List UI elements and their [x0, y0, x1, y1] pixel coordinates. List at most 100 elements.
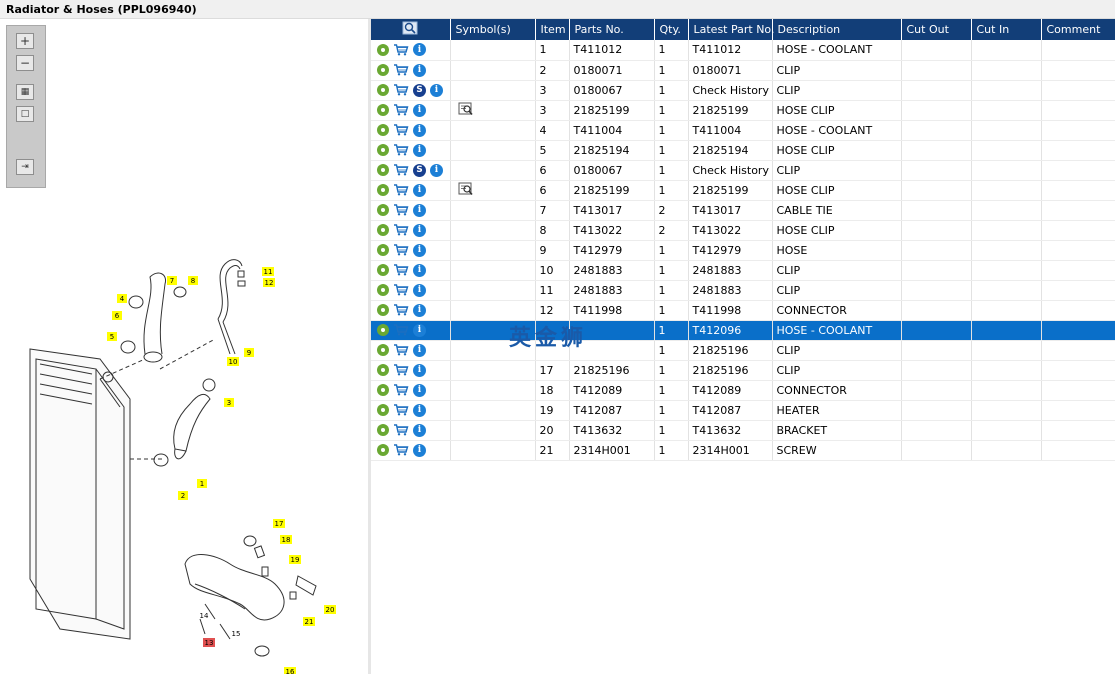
cart-icon[interactable] [393, 224, 409, 236]
cart-icon[interactable] [393, 204, 409, 216]
header-qty[interactable]: Qty. [654, 19, 689, 40]
info-icon[interactable]: i [413, 283, 426, 297]
cart-icon[interactable] [393, 444, 409, 456]
info-icon[interactable]: i [413, 343, 426, 357]
exploded-diagram[interactable]: 1 2 3 4 5 6 7 8 9 10 11 12 13 14 15 16 1… [0, 19, 368, 674]
gear-icon[interactable] [377, 364, 389, 376]
table-row[interactable]: i 5 21825194 1 21825194 HOSE CLIP [371, 140, 1115, 161]
supersession-icon[interactable]: S [413, 83, 426, 97]
info-icon[interactable]: i [413, 303, 426, 317]
gear-icon[interactable] [377, 324, 389, 336]
actual-size-icon[interactable]: □ [16, 106, 34, 122]
table-row[interactable]: i 9 T412979 1 T412979 HOSE [371, 240, 1115, 261]
info-icon[interactable]: i [413, 363, 426, 377]
magnify-document-icon[interactable] [458, 102, 474, 116]
gear-icon[interactable] [377, 104, 389, 116]
table-row[interactable]: i 10 2481883 1 2481883 CLIP [371, 260, 1115, 281]
pane-splitter[interactable] [368, 19, 371, 674]
table-row[interactable]: i 8 T413022 2 T413022 HOSE CLIP [371, 220, 1115, 241]
zoom-in-icon[interactable]: + [16, 33, 34, 49]
info-icon[interactable]: i [413, 123, 426, 137]
supersession-icon[interactable]: S [413, 163, 426, 177]
magnify-document-icon[interactable] [458, 182, 474, 196]
cart-icon[interactable] [393, 404, 409, 416]
header-search-icon[interactable] [371, 19, 451, 40]
header-cut-in[interactable]: Cut In [971, 19, 1042, 40]
gear-icon[interactable] [377, 43, 389, 56]
cart-icon[interactable] [393, 104, 409, 116]
cart-icon[interactable] [393, 244, 409, 256]
info-icon[interactable]: i [430, 83, 443, 97]
gear-icon[interactable] [377, 84, 389, 96]
gear-icon[interactable] [377, 344, 389, 356]
gear-icon[interactable] [377, 224, 389, 236]
table-row[interactable]: i 21 2314H001 1 2314H001 SCREW [371, 440, 1115, 461]
gear-icon[interactable] [377, 304, 389, 316]
info-icon[interactable]: i [413, 223, 426, 237]
info-icon[interactable]: i [413, 383, 426, 397]
table-row[interactable]: i 18 T412089 1 T412089 CONNECTOR [371, 380, 1115, 401]
table-row[interactable]: i 20 T413632 1 T413632 BRACKET [371, 420, 1115, 441]
fit-icon[interactable]: ▦ [16, 84, 34, 100]
gear-icon[interactable] [377, 184, 389, 196]
table-row[interactable]: i 1 T411012 1 T411012 HOSE - COOLANT [371, 40, 1115, 61]
cart-icon[interactable] [393, 144, 409, 156]
info-icon[interactable]: i [413, 423, 426, 437]
gear-icon[interactable] [377, 204, 389, 216]
table-row[interactable]: i 17 21825196 1 21825196 CLIP [371, 360, 1115, 381]
cart-icon[interactable] [393, 184, 409, 196]
table-row[interactable]: i 6 21825199 1 21825199 HOSE CLIP [371, 180, 1115, 201]
header-latest-part-no[interactable]: Latest Part No. [688, 19, 774, 40]
info-icon[interactable]: i [413, 43, 426, 57]
info-icon[interactable]: i [430, 163, 443, 177]
cart-icon[interactable] [393, 384, 409, 396]
gear-icon[interactable] [377, 124, 389, 136]
gear-icon[interactable] [377, 384, 389, 396]
header-comment[interactable]: Comment [1041, 19, 1115, 40]
header-item[interactable]: Item [535, 19, 570, 40]
gear-icon[interactable] [377, 284, 389, 296]
cart-icon[interactable] [393, 284, 409, 296]
gear-icon[interactable] [377, 144, 389, 156]
table-row[interactable]: i 12 T411998 1 T411998 CONNECTOR [371, 300, 1115, 321]
table-row[interactable]: i 1 21825196 CLIP [371, 340, 1115, 361]
cart-icon[interactable] [393, 84, 409, 96]
header-parts-no[interactable]: Parts No. [569, 19, 655, 40]
table-row[interactable]: i 19 T412087 1 T412087 HEATER [371, 400, 1115, 421]
gear-icon[interactable] [377, 424, 389, 436]
cart-icon[interactable] [393, 164, 409, 176]
table-row[interactable]: i 4 T411004 1 T411004 HOSE - COOLANT [371, 120, 1115, 141]
header-description[interactable]: Description [772, 19, 902, 40]
info-icon[interactable]: i [413, 63, 426, 77]
export-icon[interactable]: ⇥ [16, 159, 34, 175]
gear-icon[interactable] [377, 164, 389, 176]
info-icon[interactable]: i [413, 203, 426, 217]
table-row[interactable]: i 1 T412096 HOSE - COOLANT [371, 320, 1115, 341]
gear-icon[interactable] [377, 244, 389, 256]
table-row[interactable]: i 2 0180071 1 0180071 CLIP [371, 60, 1115, 81]
zoom-out-icon[interactable]: − [16, 55, 34, 71]
cart-icon[interactable] [393, 304, 409, 316]
cart-icon[interactable] [393, 344, 409, 356]
gear-icon[interactable] [377, 444, 389, 456]
cart-icon[interactable] [393, 44, 409, 56]
gear-icon[interactable] [377, 404, 389, 416]
info-icon[interactable]: i [413, 103, 426, 117]
cart-icon[interactable] [393, 364, 409, 376]
cart-icon[interactable] [393, 264, 409, 276]
table-row[interactable]: i 11 2481883 1 2481883 CLIP [371, 280, 1115, 301]
info-icon[interactable]: i [413, 403, 426, 417]
gear-icon[interactable] [377, 64, 389, 76]
diagram-pane[interactable]: + − ▦ □ ⇥ [0, 19, 368, 674]
table-row[interactable]: i 7 T413017 2 T413017 CABLE TIE [371, 200, 1115, 221]
cart-icon[interactable] [393, 124, 409, 136]
cart-icon[interactable] [393, 424, 409, 436]
header-symbols[interactable]: Symbol(s) [450, 19, 536, 40]
info-icon[interactable]: i [413, 263, 426, 277]
info-icon[interactable]: i [413, 443, 426, 457]
cart-icon[interactable] [393, 324, 409, 336]
gear-icon[interactable] [377, 264, 389, 276]
info-icon[interactable]: i [413, 323, 426, 337]
